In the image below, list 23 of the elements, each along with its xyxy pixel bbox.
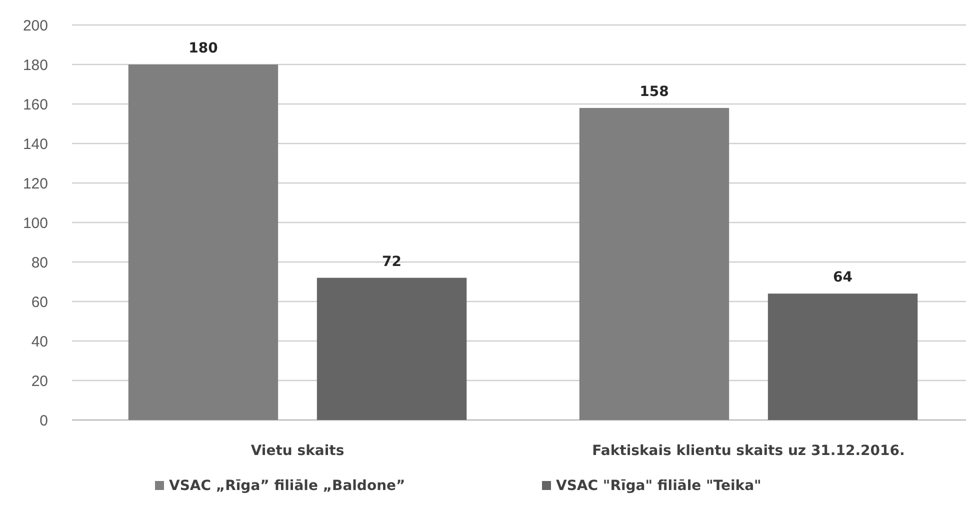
y-tick-label: 80 [31,254,48,272]
legend-label: VSAC „Rīga” filiāle „Baldone” [169,478,406,494]
data-label: 64 [833,270,853,286]
data-label: 180 [188,40,218,56]
bar [579,108,730,420]
x-tick-label: Vietu skaits [250,443,344,459]
y-tick-label: 20 [31,372,48,390]
y-tick-label: 160 [22,96,48,114]
y-tick-label: 40 [31,333,48,350]
bar [128,64,278,420]
y-tick-label: 100 [22,214,48,232]
x-tick-label: Faktiskais klientu skaits uz 31.12.2016. [592,443,905,459]
y-tick-label: 120 [22,175,48,192]
data-label: 72 [382,254,402,270]
y-tick-label: 200 [22,17,48,34]
y-tick-label: 60 [31,294,48,311]
y-tick-label: 0 [40,412,48,430]
y-tick-label: 140 [22,136,48,153]
y-tick-label: 180 [22,56,48,74]
legend-label: VSAC "Rīga" filiāle "Teika" [556,478,762,494]
bar [316,278,467,420]
data-label: 158 [640,84,669,100]
bar [768,294,918,420]
